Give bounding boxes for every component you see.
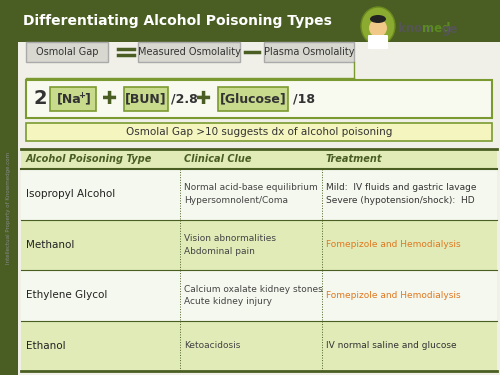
Text: Ethylene Glycol: Ethylene Glycol xyxy=(26,290,108,300)
Bar xyxy=(21,270,497,321)
FancyBboxPatch shape xyxy=(26,123,492,141)
Text: Vision abnormalities
Abdominal pain: Vision abnormalities Abdominal pain xyxy=(184,234,276,255)
Bar xyxy=(21,321,497,371)
Text: Mild:  IV fluids and gastric lavage
Severe (hypotension/shock):  HD: Mild: IV fluids and gastric lavage Sever… xyxy=(326,183,476,205)
Text: /2.8: /2.8 xyxy=(170,93,198,105)
Bar xyxy=(0,0,500,42)
Text: Measured Osmolality: Measured Osmolality xyxy=(138,47,240,57)
FancyBboxPatch shape xyxy=(124,87,168,111)
Text: Clinical Clue: Clinical Clue xyxy=(184,154,252,164)
Text: Osmolal Gap: Osmolal Gap xyxy=(36,47,98,57)
Text: ✚: ✚ xyxy=(196,90,212,108)
Text: Osmolal Gap >10 suggests dx of alcohol poisoning: Osmolal Gap >10 suggests dx of alcohol p… xyxy=(126,127,392,137)
Text: Calcium oxalate kidney stones
Acute kidney injury: Calcium oxalate kidney stones Acute kidn… xyxy=(184,285,323,306)
Text: +: + xyxy=(78,90,86,99)
FancyBboxPatch shape xyxy=(368,35,388,49)
FancyBboxPatch shape xyxy=(50,87,96,111)
FancyBboxPatch shape xyxy=(26,42,108,62)
Text: med: med xyxy=(422,22,450,36)
Text: ✚: ✚ xyxy=(102,90,118,108)
Text: know: know xyxy=(398,22,433,36)
Bar xyxy=(21,219,497,270)
FancyBboxPatch shape xyxy=(264,42,354,62)
Text: Ketoacidosis: Ketoacidosis xyxy=(184,341,240,350)
Text: IV normal saline and glucose: IV normal saline and glucose xyxy=(326,341,456,350)
Circle shape xyxy=(369,19,387,37)
Text: Alcohol Poisoning Type: Alcohol Poisoning Type xyxy=(26,154,152,164)
Text: [Na: [Na xyxy=(56,93,82,105)
FancyBboxPatch shape xyxy=(218,87,288,111)
Text: Methanol: Methanol xyxy=(26,240,74,250)
Text: ]: ] xyxy=(84,93,90,105)
Text: Ethanol: Ethanol xyxy=(26,341,66,351)
Text: ge: ge xyxy=(441,22,458,36)
Text: 2: 2 xyxy=(33,90,47,108)
Text: Plasma Osmolality: Plasma Osmolality xyxy=(264,47,354,57)
Text: Fomepizole and Hemodialysis: Fomepizole and Hemodialysis xyxy=(326,240,460,249)
Text: Isopropyl Alcohol: Isopropyl Alcohol xyxy=(26,189,115,199)
Text: Treatment: Treatment xyxy=(326,154,382,164)
Text: Normal acid-base equilibrium
Hypersomnolent/Coma: Normal acid-base equilibrium Hypersomnol… xyxy=(184,183,318,205)
FancyBboxPatch shape xyxy=(26,80,492,118)
Text: [BUN]: [BUN] xyxy=(125,93,167,105)
Bar xyxy=(21,169,497,219)
Bar xyxy=(0,0,18,375)
Text: [Glucose]: [Glucose] xyxy=(220,93,286,105)
Text: Intellectual Property of Knowmedge.com: Intellectual Property of Knowmedge.com xyxy=(6,152,12,264)
Text: Differentiating Alcohol Poisoning Types: Differentiating Alcohol Poisoning Types xyxy=(23,14,332,28)
FancyBboxPatch shape xyxy=(138,42,240,62)
Text: /18: /18 xyxy=(293,93,315,105)
Text: Fomepizole and Hemodialysis: Fomepizole and Hemodialysis xyxy=(326,291,460,300)
Ellipse shape xyxy=(361,7,395,45)
Bar xyxy=(21,149,497,169)
Ellipse shape xyxy=(370,15,386,23)
Bar xyxy=(18,42,500,182)
